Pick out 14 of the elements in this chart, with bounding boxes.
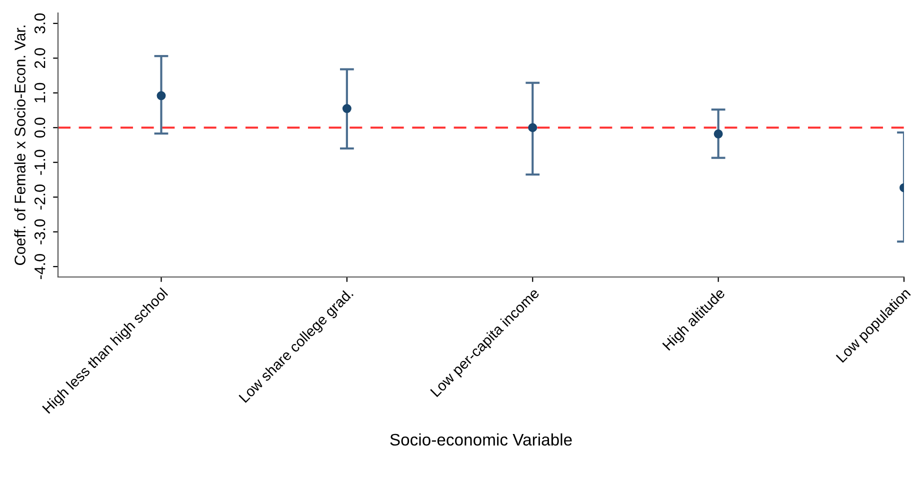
y-axis-title: Coeff. of Female x Socio-Econ. Var. [14, 26, 26, 265]
point [714, 129, 723, 138]
x-axis-title: Socio-economic Variable [390, 433, 572, 446]
y-tick-label: 2.0 [34, 48, 46, 68]
y-tick-label: -3.0 [34, 219, 46, 244]
point [156, 91, 166, 100]
y-tick-label: -4.0 [34, 254, 46, 280]
y-tick-label: 0.0 [34, 118, 46, 138]
point [342, 104, 352, 114]
y-tick-label: -2.0 [34, 184, 46, 210]
y-tick-label: 1.0 [34, 82, 46, 102]
point [528, 123, 538, 132]
y-tick-label: 3.0 [34, 13, 46, 34]
y-tick-label: -1.0 [34, 150, 46, 175]
